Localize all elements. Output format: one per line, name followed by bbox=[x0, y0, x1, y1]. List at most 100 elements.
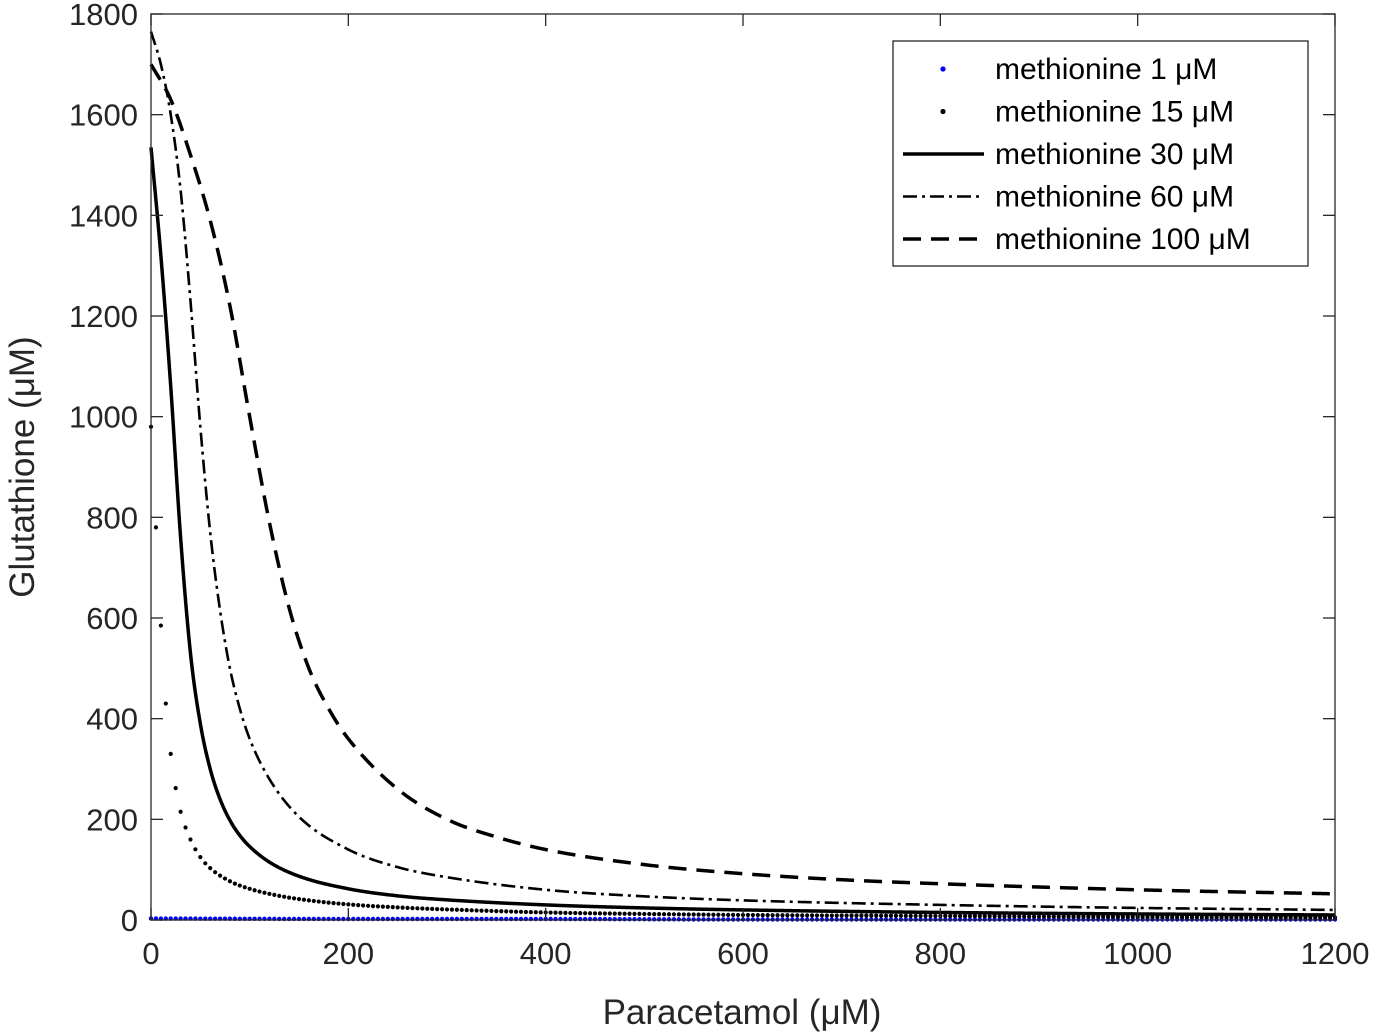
series-1-point bbox=[632, 917, 637, 922]
series-2-point bbox=[602, 911, 607, 916]
series-1-point bbox=[627, 916, 632, 922]
series-2-point bbox=[474, 908, 479, 913]
series-2-point bbox=[518, 909, 524, 914]
series-2-point bbox=[242, 885, 247, 890]
series-2-point bbox=[864, 913, 869, 918]
series-2-point bbox=[790, 913, 795, 918]
series-2-point bbox=[504, 909, 509, 914]
series-1-point bbox=[607, 916, 612, 922]
series-2-point bbox=[1175, 915, 1180, 920]
series-2-point bbox=[262, 890, 267, 895]
series-2-point bbox=[800, 913, 805, 918]
series-2-point bbox=[701, 912, 706, 917]
series-2-point bbox=[760, 913, 765, 918]
series-2-point bbox=[356, 903, 361, 908]
series-2-point bbox=[1105, 914, 1111, 919]
series-2-point bbox=[385, 904, 390, 910]
series-2-point bbox=[296, 896, 302, 902]
series-1-point bbox=[666, 917, 672, 922]
series-2-point bbox=[336, 901, 341, 906]
series-2-point bbox=[785, 913, 790, 918]
series-2-point bbox=[578, 911, 583, 916]
series-2-point bbox=[933, 913, 938, 919]
series-2-point bbox=[1199, 915, 1204, 920]
series-2-point bbox=[883, 913, 889, 918]
series-2-point bbox=[232, 881, 237, 886]
series-2-point bbox=[272, 892, 277, 897]
legend-item-1: methionine 1 μM bbox=[940, 53, 1217, 86]
series-5-line bbox=[149, 63, 1336, 896]
series-4 bbox=[149, 31, 1336, 912]
series-2-point bbox=[1150, 914, 1155, 920]
series-4-line bbox=[149, 31, 1336, 912]
series-2-point bbox=[365, 903, 371, 908]
series-2-point bbox=[316, 899, 321, 904]
series-2-point bbox=[1115, 914, 1121, 920]
series-2-point bbox=[943, 913, 948, 919]
series-2-point bbox=[390, 905, 395, 910]
series-2-point bbox=[291, 896, 297, 901]
series-2-point bbox=[1051, 914, 1056, 919]
series-2-point bbox=[691, 912, 696, 917]
series-2-point bbox=[1170, 915, 1175, 920]
series-2-point bbox=[203, 861, 208, 866]
series-2-point bbox=[439, 907, 445, 912]
series-2-point bbox=[735, 912, 741, 918]
y-tick-label: 1600 bbox=[69, 98, 138, 133]
series-2-point bbox=[953, 913, 958, 919]
series-2 bbox=[148, 424, 1338, 920]
legend-label: methionine 60 μM bbox=[995, 181, 1234, 214]
series-2-point bbox=[819, 913, 825, 918]
series-2-point bbox=[908, 913, 913, 918]
series-2-point bbox=[824, 913, 829, 918]
series-2-point bbox=[538, 910, 543, 915]
series-2-point bbox=[563, 910, 568, 915]
series-2-point bbox=[321, 900, 326, 905]
y-tick-label: 0 bbox=[121, 903, 138, 938]
series-2-point bbox=[361, 903, 366, 908]
series-2-point bbox=[592, 911, 598, 916]
series-2-point bbox=[287, 895, 292, 900]
series-2-point bbox=[331, 900, 336, 906]
series-2-point bbox=[1041, 914, 1047, 919]
series-2-point bbox=[637, 911, 642, 917]
y-tick-label: 600 bbox=[86, 601, 138, 636]
series-2-point bbox=[775, 913, 780, 918]
series-2-point bbox=[523, 909, 529, 915]
legend-label: methionine 15 μM bbox=[995, 96, 1234, 129]
series-2-point bbox=[854, 913, 859, 918]
series-2-point bbox=[494, 909, 499, 914]
series-2-point bbox=[676, 912, 681, 917]
series-2-point bbox=[1145, 914, 1150, 920]
series-2-point bbox=[1120, 914, 1125, 920]
x-tick-label: 1000 bbox=[1103, 936, 1172, 971]
series-2-point bbox=[1071, 914, 1076, 919]
series-2-point bbox=[178, 809, 183, 814]
series-2-point bbox=[849, 913, 854, 918]
series-2-point bbox=[1036, 914, 1042, 919]
series-2-point bbox=[257, 889, 262, 894]
series-2-point bbox=[533, 910, 538, 915]
series-2-point bbox=[1209, 915, 1214, 920]
series-2-point bbox=[681, 912, 686, 917]
series-2-point bbox=[509, 909, 514, 914]
series-2-point bbox=[1002, 914, 1007, 919]
series-2-point bbox=[222, 876, 228, 881]
series-2-point bbox=[992, 914, 997, 919]
series-2-point bbox=[227, 879, 233, 884]
series-2-point bbox=[326, 900, 331, 905]
series-2-point bbox=[661, 912, 667, 917]
series-2-point bbox=[893, 913, 899, 918]
series-2-point bbox=[1056, 914, 1061, 919]
series-2-point bbox=[671, 912, 677, 917]
series-2-point bbox=[1101, 914, 1106, 919]
series-2-point bbox=[435, 906, 440, 912]
series-2-point bbox=[430, 906, 435, 911]
series-2-point bbox=[711, 912, 716, 917]
series-2-point bbox=[1061, 914, 1066, 919]
series-2-point bbox=[479, 908, 484, 913]
series-2-point bbox=[859, 913, 864, 918]
series-2-point bbox=[158, 623, 163, 628]
series-2-point bbox=[301, 897, 307, 902]
series-2-point bbox=[731, 912, 736, 917]
